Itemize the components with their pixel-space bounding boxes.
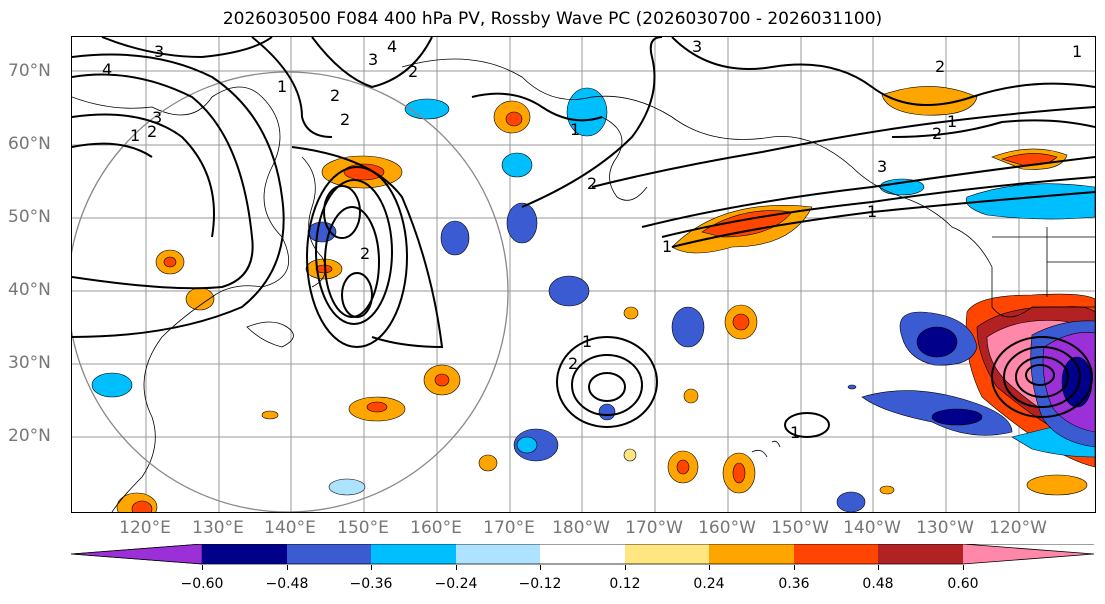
lon-label-160e: 160°E (410, 518, 462, 538)
contour-label: 2 (935, 57, 945, 76)
contour-label: 1 (947, 112, 957, 131)
contour-label: 2 (360, 244, 370, 263)
contour-label: 3 (692, 37, 702, 56)
colorbar-segment (878, 544, 963, 564)
colorbar-tick (963, 565, 964, 570)
map-panel: 4 3 4 3 2 1 2 3 2 1 2 3 1 2 1 2 1 3 2 1 … (71, 36, 1096, 513)
lon-label-140w: 140°W (843, 518, 901, 538)
colorbar-label: 0.12 (609, 576, 641, 592)
contour-label: 1 (130, 126, 140, 145)
colorbar-label: 0.60 (947, 576, 979, 592)
lon-label-150e: 150°E (337, 518, 389, 538)
colorbar-tick (709, 565, 710, 570)
colorbar-tick (287, 565, 288, 570)
lon-label-120e: 120°E (119, 518, 171, 538)
colorbar-tick (540, 565, 541, 570)
contour-label: 2 (330, 86, 340, 105)
colorbar-segment (202, 544, 287, 564)
contour-label: 3 (152, 108, 162, 127)
colorbar-tick (625, 565, 626, 570)
lat-label-20n: 20°N (8, 426, 51, 446)
colorbar-label: 0.24 (693, 576, 725, 592)
colorbar (70, 544, 1095, 565)
colorbar-segment (963, 544, 1094, 564)
colorbar-label: 0.36 (778, 576, 810, 592)
lon-label-170w: 170°W (625, 518, 683, 538)
colorbar-segment (70, 544, 203, 565)
colorbar-label: −0.24 (434, 576, 478, 592)
colorbar-segment (371, 544, 456, 564)
map-title: 2026030500 F084 400 hPa PV, Rossby Wave … (222, 9, 883, 29)
coastlines (72, 58, 1095, 512)
contour-label: 3 (877, 157, 887, 176)
lat-label-30n: 30°N (8, 353, 51, 373)
contour-labels: 4 3 4 3 2 1 2 3 2 1 2 3 1 2 1 2 1 3 2 1 … (102, 37, 1082, 442)
colorbar-segment (540, 544, 625, 564)
colorbar-tick (878, 565, 879, 570)
contour-label: 2 (932, 124, 942, 143)
lon-label-140e: 140°E (264, 518, 316, 538)
contour-label: 4 (387, 37, 397, 56)
contour-label: 1 (1072, 42, 1082, 61)
pc-anomaly-shading (116, 86, 1095, 512)
lat-label-70n: 70°N (8, 61, 51, 81)
colorbar-segment (794, 544, 878, 564)
lon-label-150w: 150°W (771, 518, 829, 538)
contour-label: 2 (568, 354, 578, 373)
lat-label-40n: 40°N (8, 280, 51, 300)
colorbar-tick (456, 565, 457, 570)
map-svg: 4 3 4 3 2 1 2 3 2 1 2 3 1 2 1 2 1 3 2 1 … (72, 37, 1095, 512)
colorbar-outline (70, 544, 1095, 565)
pv-contours (72, 37, 1095, 438)
colorbar-segment (625, 544, 709, 564)
lon-label-130e: 130°E (192, 518, 244, 538)
lon-label-160w: 160°W (698, 518, 756, 538)
lon-label-170e: 170°E (483, 518, 535, 538)
colorbar-tick (202, 565, 203, 570)
contour-label: 3 (368, 50, 378, 69)
contour-label: 1 (867, 202, 877, 221)
contour-label: 2 (147, 122, 157, 141)
colorbar-tick (371, 565, 372, 570)
colorbar-label: −0.12 (518, 576, 562, 592)
lat-label-60n: 60°N (8, 134, 51, 154)
contour-label: 1 (662, 237, 672, 256)
negative-shading (91, 87, 1095, 512)
contour-label: 1 (790, 423, 800, 442)
contour-label: 2 (408, 62, 418, 81)
colorbar-label: −0.60 (180, 576, 224, 592)
colorbar-tick (794, 565, 795, 570)
contour-label: 4 (102, 60, 112, 79)
lon-label-130w: 130°W (916, 518, 974, 538)
colorbar-label: 0.48 (862, 576, 894, 592)
contour-label: 2 (587, 174, 597, 193)
contour-label: 2 (340, 110, 350, 129)
contour-label: 1 (570, 120, 580, 139)
colorbar-label: −0.36 (349, 576, 393, 592)
colorbar-segment (456, 544, 540, 564)
colorbar-segment (709, 544, 794, 564)
lat-label-50n: 50°N (8, 207, 51, 227)
contour-label: 1 (582, 332, 592, 351)
colorbar-label: −0.48 (265, 576, 309, 592)
colorbar-segment (287, 544, 371, 564)
radius-circle (72, 71, 509, 512)
contour-label: 3 (154, 42, 164, 61)
lon-label-120w: 120°W (989, 518, 1047, 538)
lon-label-180w: 180°W (552, 518, 610, 538)
contour-label: 1 (277, 77, 287, 96)
